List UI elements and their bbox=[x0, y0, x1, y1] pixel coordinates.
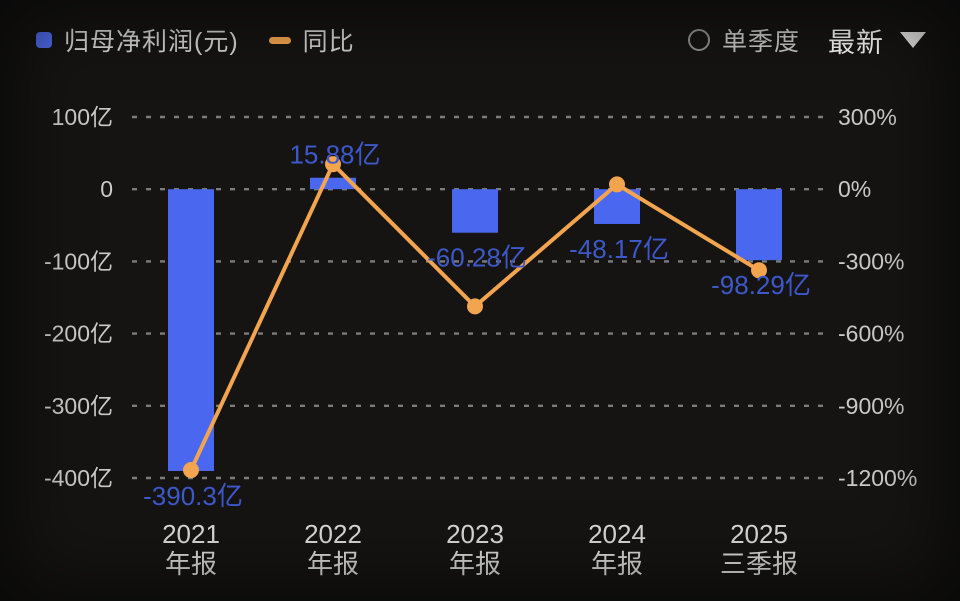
left-axis-tick: 100亿 bbox=[52, 104, 113, 130]
legend-line-label: 同比 bbox=[302, 28, 355, 56]
bar-2025[interactable] bbox=[736, 189, 782, 261]
yoy-point-2024[interactable] bbox=[609, 176, 625, 193]
yoy-point-2025[interactable] bbox=[751, 262, 767, 279]
right-axis-tick: -300% bbox=[838, 248, 904, 274]
left-axis-tick: -100亿 bbox=[44, 248, 113, 274]
top-bar: 归母净利润(元) 同比 单季度 最新 bbox=[0, 0, 960, 80]
right-axis-tick: 0% bbox=[838, 176, 871, 202]
period-dropdown[interactable]: 最新 bbox=[828, 21, 926, 60]
left-axis-tick: -300亿 bbox=[44, 393, 113, 419]
value-label-2025: -98.29亿 bbox=[711, 270, 811, 300]
x-axis-label-2025: 2025 三季报 bbox=[720, 519, 798, 579]
x-axis-label-2022: 2022 年报 bbox=[304, 519, 362, 579]
bar-2023[interactable] bbox=[452, 189, 498, 233]
radio-unchecked-icon[interactable] bbox=[687, 29, 710, 51]
left-axis-tick: 0 bbox=[100, 176, 113, 202]
value-label-2024: -48.17亿 bbox=[569, 234, 669, 264]
single-quarter-label: 单季度 bbox=[721, 28, 800, 56]
right-axis-tick: -900% bbox=[838, 393, 904, 419]
bar-series-swatch-icon bbox=[36, 32, 52, 48]
yoy-point-2022[interactable] bbox=[325, 156, 341, 173]
legend-bar-label: 归母净利润(元) bbox=[64, 28, 239, 56]
yoy-point-2021[interactable] bbox=[183, 462, 199, 479]
left-axis-tick: -200亿 bbox=[44, 321, 113, 347]
left-axis-tick: -400亿 bbox=[44, 465, 113, 491]
value-label-2023: -60.28亿 bbox=[427, 243, 527, 273]
x-axis-label-2024: 2024 年报 bbox=[588, 519, 646, 579]
legend-item-yoy: 同比 bbox=[268, 22, 355, 58]
right-axis-tick: -600% bbox=[838, 321, 904, 347]
x-axis-label-2021: 2021 年报 bbox=[162, 519, 220, 579]
right-axis-tick: 300% bbox=[838, 104, 897, 130]
chart-controls: 单季度 最新 bbox=[687, 21, 926, 60]
single-quarter-toggle[interactable]: 单季度 bbox=[687, 22, 800, 58]
line-series-swatch-icon bbox=[268, 36, 291, 44]
bar-2021[interactable] bbox=[168, 189, 214, 471]
legend: 归母净利润(元) 同比 bbox=[36, 22, 355, 58]
right-axis-tick: -1200% bbox=[838, 465, 917, 491]
legend-item-net-profit: 归母净利润(元) bbox=[36, 22, 239, 58]
period-dropdown-value: 最新 bbox=[828, 27, 884, 58]
value-label-2021: -390.3亿 bbox=[143, 481, 243, 511]
bar-2022[interactable] bbox=[310, 177, 356, 190]
value-label-2022: 15.88亿 bbox=[289, 140, 380, 170]
x-axis-label-2023: 2023 年报 bbox=[446, 519, 504, 579]
chevron-down-icon bbox=[900, 32, 926, 48]
yoy-point-2023[interactable] bbox=[467, 298, 483, 315]
